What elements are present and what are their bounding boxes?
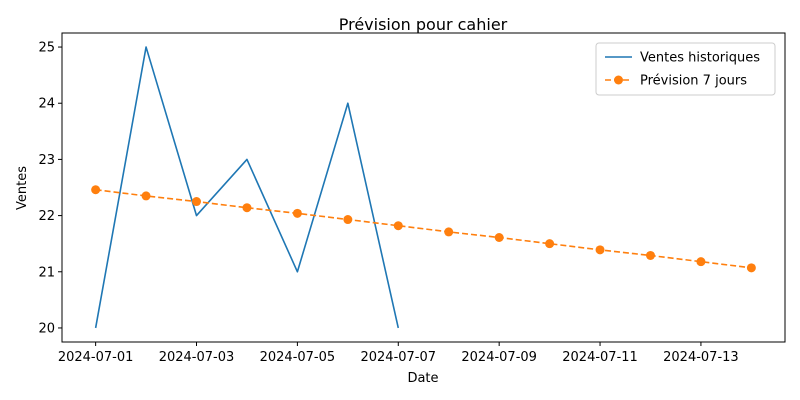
- data-point: [141, 191, 151, 201]
- data-point: [696, 257, 706, 267]
- series-line-2: [95, 188, 752, 269]
- series-line-1: [94, 46, 400, 329]
- series-layer: [91, 46, 756, 329]
- y-tick-label: 23: [38, 153, 55, 168]
- x-tick-label: 2024-07-01: [58, 350, 134, 365]
- legend: Ventes historiques Prévision 7 jours: [595, 42, 776, 96]
- x-axis: 2024-07-01 2024-07-03 2024-07-05 2024-07-07…: [58, 342, 739, 365]
- x-tick-label: 2024-07-03: [159, 350, 235, 365]
- x-tick-label: 2024-07-11: [562, 350, 638, 365]
- y-axis-label: Ventes: [15, 166, 30, 210]
- x-tick-label: 2024-07-05: [260, 350, 336, 365]
- data-point: [91, 185, 101, 195]
- y-tick-label: 21: [38, 265, 55, 280]
- data-point: [545, 239, 555, 249]
- y-axis: 20 21 22 23 24 25: [38, 41, 62, 336]
- data-point: [343, 215, 353, 225]
- legend-label-2: Prévision 7 jours: [640, 74, 747, 89]
- data-point: [746, 263, 756, 273]
- data-point: [444, 227, 454, 237]
- y-tick-label: 25: [38, 41, 55, 56]
- x-tick-label: 2024-07-13: [663, 350, 739, 365]
- x-tick-label: 2024-07-09: [461, 350, 537, 365]
- y-tick-label: 24: [38, 97, 55, 112]
- x-axis-label: Date: [407, 371, 438, 386]
- y-tick-label: 20: [38, 321, 55, 336]
- data-point: [645, 250, 655, 260]
- data-point: [595, 245, 605, 255]
- chart-title: Prévision pour cahier: [339, 15, 508, 34]
- legend-label-1: Ventes historiques: [640, 51, 760, 66]
- data-point: [292, 208, 302, 218]
- y-tick-label: 22: [38, 209, 55, 224]
- data-point: [494, 233, 504, 243]
- data-point: [192, 197, 202, 207]
- legend-box: [595, 42, 776, 96]
- x-tick-label: 2024-07-07: [360, 350, 436, 365]
- data-point: [393, 221, 403, 231]
- legend-marker: [614, 75, 623, 85]
- data-point: [242, 203, 252, 213]
- plot-area: [61, 32, 786, 343]
